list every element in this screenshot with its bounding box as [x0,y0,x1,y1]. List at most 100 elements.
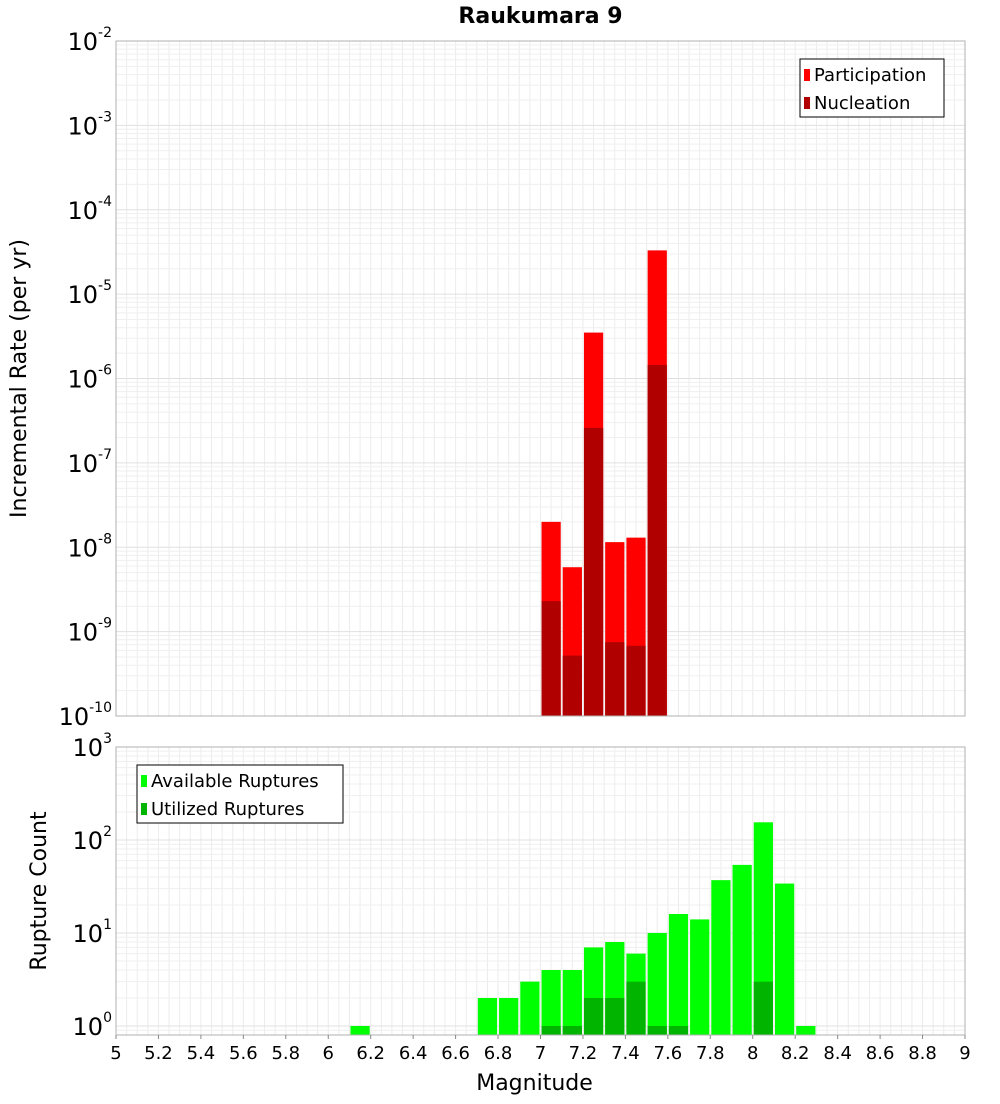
bar-available-ruptures [732,864,752,1035]
bar-nucleation [626,645,646,716]
x-tick-label: 5.6 [229,1043,258,1064]
x-tick-label: 8.2 [781,1043,810,1064]
x-tick-label: 7.2 [569,1043,598,1064]
y-tick-exponent: 0 [103,1010,112,1026]
x-tick-label: 6.4 [399,1043,428,1064]
x-tick-label: 5.2 [144,1043,173,1064]
y-tick-label: 10-2 [67,25,112,56]
plot-panel-0: 10-1010-910-810-710-610-510-410-310-2Inc… [7,25,966,731]
x-tick-label: 7.6 [654,1043,683,1064]
y-tick-label: 10-4 [67,194,112,225]
bar-nucleation [647,364,667,716]
bar-available-ruptures [520,981,540,1035]
chart-title: Raukumara 9 [458,4,622,29]
bar-available-ruptures [562,969,582,1035]
legend-swatch [141,775,147,787]
y-axis-label: Incremental Rate (per yr) [7,239,32,518]
y-tick-exponent: 2 [103,824,112,840]
y-tick-exponent: 1 [103,917,112,933]
y-tick-label: 102 [73,824,112,855]
y-tick-exponent: -5 [98,278,112,294]
y-tick-base: 10 [59,703,90,731]
x-tick-label: 8 [747,1043,758,1064]
y-tick-exponent: -10 [89,700,112,716]
bar-available-ruptures [477,997,498,1035]
x-tick-label: 5.8 [271,1043,300,1064]
bar-nucleation [562,655,582,716]
bar-utilized-ruptures [562,1025,582,1035]
bar-utilized-ruptures [583,997,604,1035]
bar-nucleation [583,427,604,716]
y-tick-exponent: -9 [98,616,112,632]
legend-label: Utilized Ruptures [151,799,304,820]
bar-nucleation [541,601,561,716]
y-tick-label: 10-10 [59,700,112,731]
y-tick-base: 10 [73,734,104,762]
y-tick-exponent: -8 [98,531,112,547]
y-tick-base: 10 [67,197,98,225]
y-tick-label: 100 [73,1010,112,1041]
legend: Participation Nucleation [799,58,945,118]
bar-available-ruptures [350,1025,370,1035]
y-tick-label: 10-3 [67,109,112,140]
bar-available-ruptures [711,880,731,1035]
x-tick-label: 8.4 [823,1043,852,1064]
y-tick-exponent: -3 [98,109,112,125]
legend: Available Ruptures Utilized Ruptures [136,764,344,824]
bar-available-ruptures [774,883,795,1035]
x-axis-label: Magnitude [476,1071,593,1096]
bar-available-ruptures [499,997,519,1035]
bar-nucleation [605,642,625,716]
y-axis-label: Rupture Count [27,811,52,971]
y-tick-exponent: -6 [98,363,112,379]
y-tick-base: 10 [67,28,98,56]
x-tick-label: 7.8 [696,1043,725,1064]
y-tick-label: 103 [73,731,112,762]
y-tick-label: 10-9 [67,616,112,647]
x-tick-label: 6.2 [356,1043,385,1064]
legend-label: Nucleation [814,93,910,114]
bar-utilized-ruptures [647,1025,667,1035]
bar-utilized-ruptures [753,981,773,1035]
bar-utilized-ruptures [626,981,646,1035]
x-tick-label: 6.6 [441,1043,470,1064]
x-tick-label: 5 [110,1043,121,1064]
y-tick-label: 10-8 [67,531,112,562]
y-tick-base: 10 [73,920,104,948]
bar-available-ruptures [796,1025,816,1035]
legend-box [136,764,344,824]
y-tick-exponent: -7 [98,447,112,463]
y-tick-base: 10 [67,366,98,394]
y-tick-exponent: -4 [98,194,112,210]
bar-available-ruptures [541,969,561,1035]
y-tick-base: 10 [67,534,98,562]
y-tick-label: 10-5 [67,278,112,309]
y-tick-label: 10-7 [67,447,112,478]
x-tick-label: 9 [959,1043,970,1064]
y-tick-base: 10 [67,450,98,478]
y-tick-base: 10 [73,827,104,855]
legend-swatch [804,69,810,81]
legend-box [799,58,945,118]
legend-label: Participation [814,65,926,86]
y-tick-base: 10 [67,619,98,647]
legend-swatch [141,803,147,815]
bar-utilized-ruptures [605,997,625,1035]
legend-swatch [804,97,810,109]
bar-available-ruptures [690,919,710,1035]
y-tick-label: 101 [73,917,112,948]
legend-label: Available Ruptures [151,771,319,792]
bar-available-ruptures [668,914,689,1035]
y-tick-base: 10 [67,112,98,140]
x-tick-label: 7.4 [611,1043,640,1064]
y-tick-base: 10 [67,281,98,309]
bar-utilized-ruptures [541,1025,561,1035]
bar-available-ruptures [647,932,667,1035]
x-tick-label: 8.6 [866,1043,895,1064]
plot-frame-0 [115,40,966,717]
x-tick-label: 7 [535,1043,546,1064]
x-tick-label: 8.8 [908,1043,937,1064]
